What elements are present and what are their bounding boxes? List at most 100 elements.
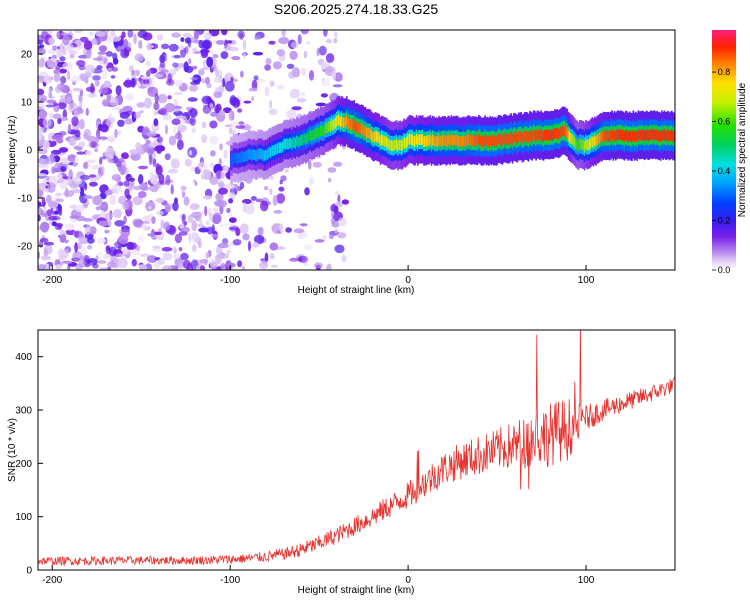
spectrogram-noise-blob (334, 202, 342, 206)
spectrogram-noise-blob (45, 175, 50, 181)
colorbar-tick-label: 0.8 (718, 67, 731, 77)
spectrogram-ridge-cell (458, 136, 460, 147)
spectrogram-ridge-cell (525, 130, 527, 142)
spectrogram-noise-blob (232, 239, 242, 246)
spectrogram-noise-blob (114, 253, 125, 258)
spectrogram-ridge-cell (338, 114, 341, 126)
spectrogram-noise-blob (118, 164, 127, 176)
spectrogram-noise-blob (153, 118, 159, 127)
spectrogram-ridge-cell (475, 135, 478, 146)
spectrogram-ridge-cell (413, 136, 415, 147)
spectrogram-noise-blob (38, 48, 46, 55)
spectrogram-noise-blob (188, 232, 192, 243)
spectrogram-noise-blob (60, 82, 65, 87)
spectrogram-ridge-cell (294, 137, 297, 149)
spectrogram-noise-blob (333, 37, 338, 44)
spectrogram-noise-blob (148, 205, 152, 210)
spectrogram-noise-blob (43, 241, 55, 246)
spectrogram-noise-blob (121, 31, 126, 39)
spectrogram-noise-blob (200, 67, 210, 71)
spectrogram-ridge-cell (595, 136, 597, 147)
spectrogram-noise-blob (47, 182, 56, 194)
spectrogram-ridge-cell (572, 135, 575, 146)
spectrogram-noise-blob (107, 261, 117, 268)
spectrogram-ridge-cell (632, 129, 635, 140)
colorbar-tick-label: 0.6 (718, 117, 731, 127)
spectrogram-ridge-cell (673, 131, 675, 142)
spectrogram-ridge-cell (349, 119, 352, 130)
spectrogram-noise-blob (269, 80, 275, 87)
spectrogram-noise-blob (62, 109, 67, 120)
spectrogram-noise-blob (79, 98, 83, 109)
spectrogram-ridge-cell (473, 135, 475, 146)
spectrogram-noise-blob (162, 252, 173, 261)
spectrogram-ridge-cell (271, 145, 273, 157)
spectrogram-noise-blob (252, 51, 264, 56)
spectrogram-ridge-cell (496, 135, 499, 146)
spectrogram-ridge-cell (551, 129, 554, 141)
spectrogram-ridge-cell (309, 129, 312, 141)
spectrogram-ridge-cell (474, 135, 476, 146)
spectrogram-ridge-cell (317, 126, 319, 137)
spectrogram-noise-blob (158, 108, 167, 116)
spectrogram-noise-blob (122, 201, 129, 210)
spectrogram-noise-blob (161, 247, 173, 252)
spectrogram-noise-blob (189, 116, 196, 127)
spectrogram-noise-blob (38, 88, 45, 96)
spectrogram-ridge-cell (593, 135, 596, 146)
spectrogram-noise-blob (247, 240, 252, 252)
spectrogram-noise-blob (188, 58, 192, 65)
spectrogram-noise-blob (67, 44, 75, 54)
spectrogram-ridge-cell (233, 152, 236, 164)
spectrogram-ridge-cell (575, 138, 577, 149)
x-tick-label: -200 (42, 275, 62, 286)
spectrogram-noise-blob (327, 177, 332, 183)
spectrogram-noise-blob (66, 70, 71, 81)
spectrogram-ridge-cell (360, 123, 363, 134)
spectrogram-ridge-cell (581, 139, 583, 150)
spectrogram-ridge-cell (379, 135, 382, 147)
spectrogram-noise-blob (215, 67, 219, 78)
spectrogram-ridge-cell (316, 127, 318, 139)
spectrogram-noise-blob (106, 93, 111, 102)
spectrogram-noise-blob (156, 197, 165, 204)
spectrogram-noise-blob (226, 40, 233, 44)
spectrogram-ridge-cell (630, 131, 632, 142)
spectrogram-noise-blob (83, 161, 89, 169)
spectrogram-ridge-cell (342, 117, 344, 128)
spectrogram-noise-blob (94, 31, 106, 37)
spectrogram-ridge-cell (352, 119, 354, 131)
spectrogram-noise-blob (239, 181, 245, 190)
spectrogram-noise-blob (136, 244, 140, 251)
spectrogram-noise-blob (104, 190, 113, 196)
spectrogram-ridge-cell (659, 131, 662, 143)
spectrogram-noise-blob (326, 263, 332, 270)
spectrogram-ridge-cell (241, 151, 243, 162)
spectrogram-ridge-cell (529, 129, 531, 141)
spectrogram-ridge-cell (425, 136, 428, 147)
spectrogram-ridge-cell (643, 130, 646, 142)
spectrogram-noise-blob (203, 32, 213, 40)
spectrogram-noise-blob (226, 241, 232, 249)
spectrogram-noise-blob (126, 42, 132, 51)
spectrogram-noise-blob (57, 118, 62, 125)
spectrogram-noise-blob (71, 116, 79, 127)
x-tick-label: -100 (220, 575, 240, 586)
spectrogram-noise-blob (184, 158, 193, 167)
spectrogram-ridge-cell (263, 150, 266, 162)
spectrogram-noise-blob (162, 265, 173, 270)
spectrogram-noise-blob (153, 101, 160, 111)
spectrogram-ridge-cell (439, 136, 441, 147)
spectrogram-noise-blob (203, 258, 208, 265)
spectrogram-noise-blob (108, 218, 112, 228)
spectrogram-noise-blob (260, 200, 269, 212)
spectrogram-noise-blob (214, 255, 225, 259)
spectrogram-noise-blob (98, 123, 103, 131)
spectrogram-noise-blob (251, 200, 255, 206)
spectrogram-noise-blob (180, 185, 187, 191)
y-tick-label: 400 (15, 352, 32, 363)
spectrogram-noise-blob (92, 195, 103, 206)
spectrogram-ridge-cell (337, 114, 339, 126)
spectrogram-ridge-cell (656, 129, 658, 141)
spectrogram-ridge-cell (332, 120, 334, 131)
